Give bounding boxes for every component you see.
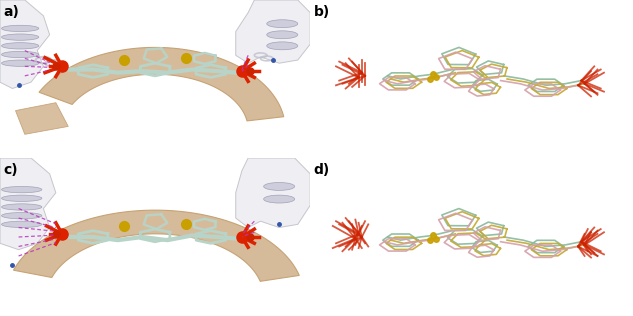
Text: d): d) <box>313 163 330 177</box>
Ellipse shape <box>1 34 39 40</box>
Polygon shape <box>13 210 299 281</box>
Text: a): a) <box>3 5 19 19</box>
Ellipse shape <box>263 183 295 190</box>
Text: b): b) <box>313 5 330 19</box>
Ellipse shape <box>1 186 42 193</box>
Ellipse shape <box>1 195 42 202</box>
Ellipse shape <box>1 25 39 32</box>
Ellipse shape <box>1 204 42 210</box>
Ellipse shape <box>266 20 298 28</box>
Ellipse shape <box>266 31 298 39</box>
Ellipse shape <box>1 213 42 219</box>
Polygon shape <box>235 0 310 63</box>
Polygon shape <box>39 47 284 121</box>
Polygon shape <box>0 0 49 88</box>
Ellipse shape <box>1 51 39 58</box>
Ellipse shape <box>266 42 298 50</box>
Text: c): c) <box>3 163 18 177</box>
Ellipse shape <box>1 43 39 49</box>
Ellipse shape <box>1 221 42 228</box>
Polygon shape <box>15 103 68 134</box>
Polygon shape <box>235 158 310 228</box>
Polygon shape <box>0 158 56 250</box>
Ellipse shape <box>263 195 295 203</box>
Ellipse shape <box>1 60 39 66</box>
